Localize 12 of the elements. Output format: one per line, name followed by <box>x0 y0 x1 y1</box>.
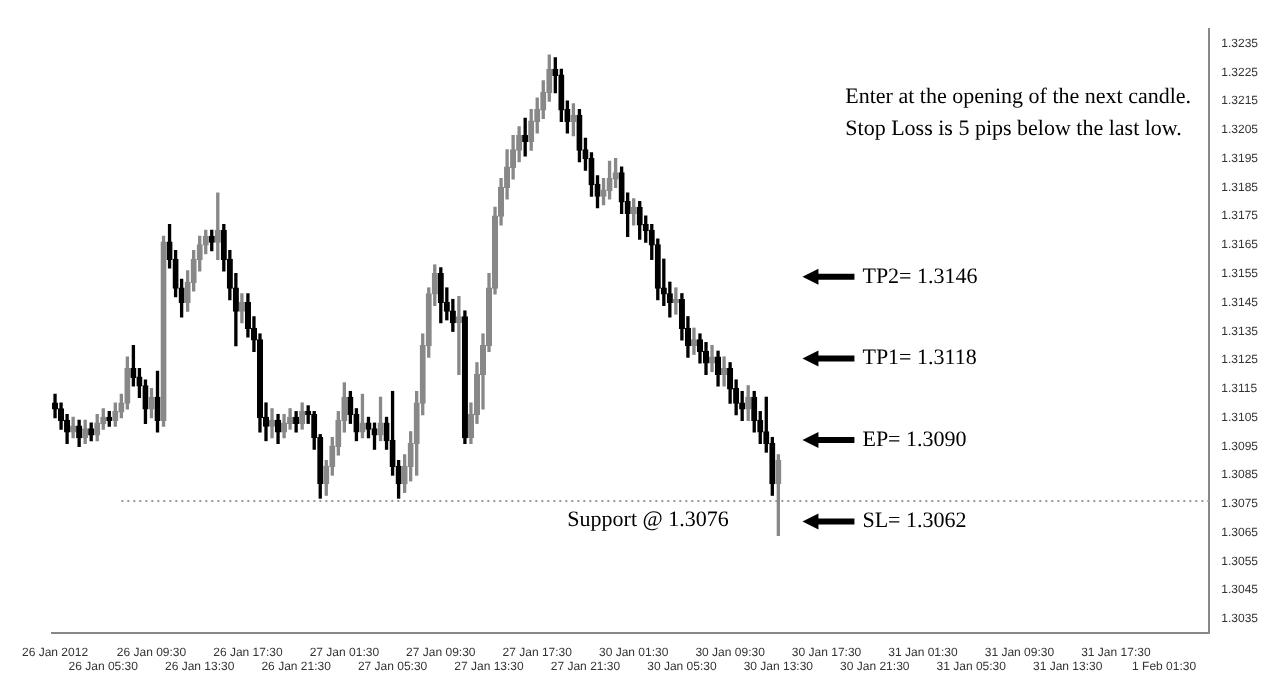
annotation: TP2= 1.3146 <box>862 264 979 289</box>
candlestick <box>106 411 113 427</box>
annotation: SL= 1.3062 <box>862 509 967 534</box>
annotation: Enter at the opening of the next candle. <box>845 84 1192 109</box>
annotation: Stop Loss is 5 pips below the last low. <box>845 116 1183 141</box>
annotation: TP1= 1.3118 <box>862 346 978 371</box>
candlestick <box>576 109 583 163</box>
candlestick <box>461 310 468 445</box>
candlestick <box>371 422 378 450</box>
annotation: EP= 1.3090 <box>862 427 968 452</box>
ref-line-label: Support @ 1.3076 <box>567 507 730 532</box>
candlestick <box>154 370 161 433</box>
